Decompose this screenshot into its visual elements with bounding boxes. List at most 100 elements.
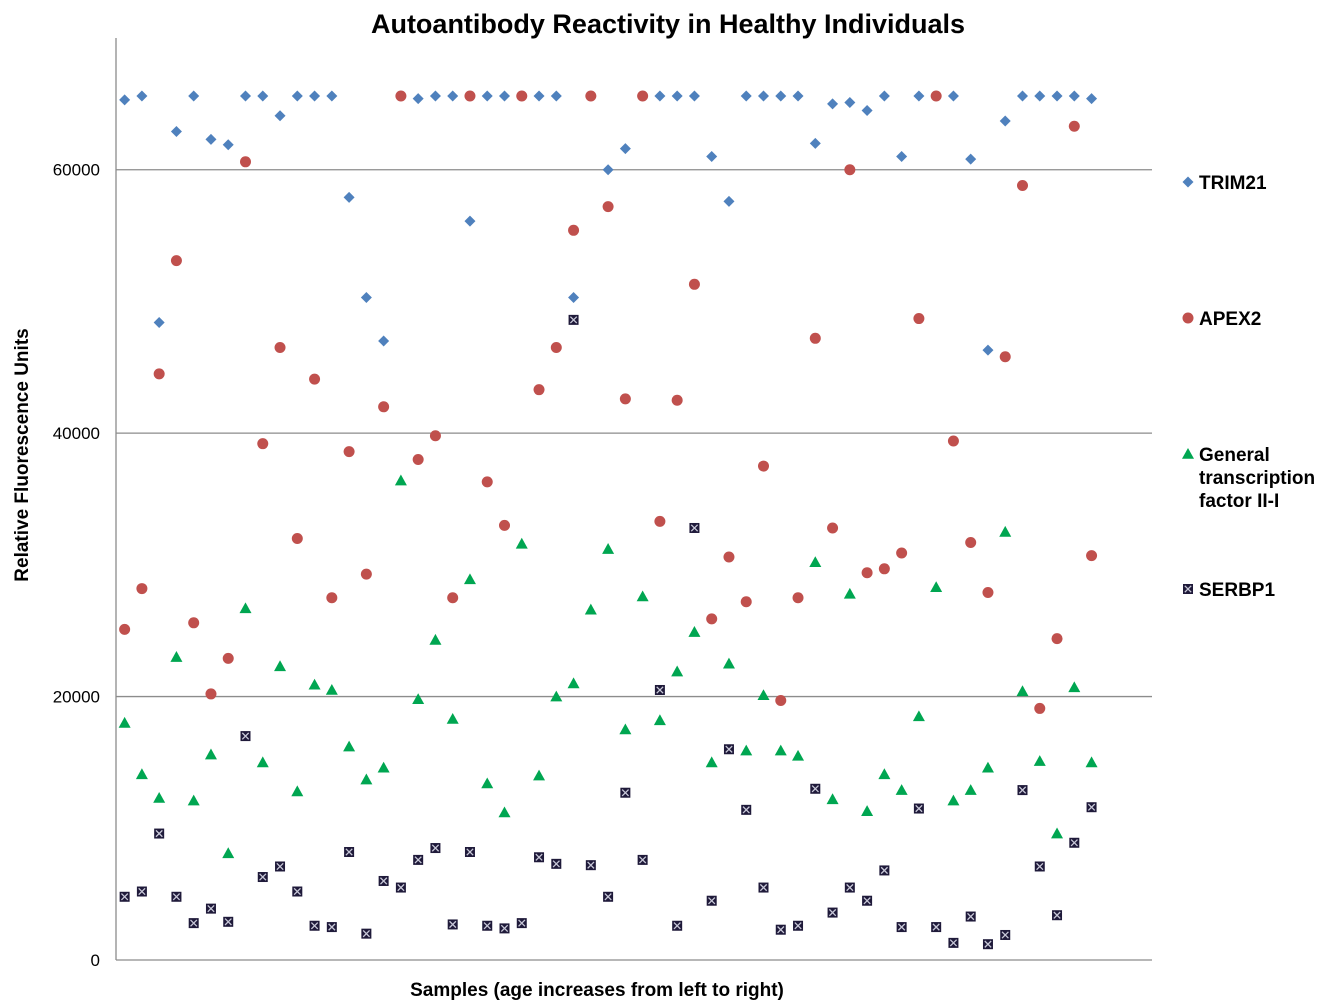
point-trim21	[550, 90, 562, 102]
point-serbp1	[240, 731, 251, 742]
point-apex2	[378, 401, 390, 413]
point-general-transcription-factor-ii-i	[636, 590, 649, 602]
point-general-transcription-factor-ii-i	[584, 603, 597, 615]
point-serbp1	[154, 828, 165, 839]
point-trim21	[464, 215, 476, 227]
point-apex2	[188, 617, 200, 629]
point-apex2	[568, 224, 580, 236]
point-apex2	[533, 384, 545, 396]
point-general-transcription-factor-ii-i	[567, 677, 580, 689]
point-apex2	[706, 613, 718, 625]
point-trim21	[758, 90, 769, 102]
point-serbp1	[292, 886, 303, 897]
point-apex2	[827, 522, 839, 534]
point-trim21	[205, 133, 217, 145]
legend-item-general-transcription-factor-ii-i: General transcription factor II-I	[1182, 445, 1315, 512]
point-serbp1	[344, 846, 355, 857]
point-apex2	[965, 536, 977, 548]
point-trim21	[965, 153, 977, 165]
point-general-transcription-factor-ii-i	[1016, 685, 1029, 697]
point-trim21	[1068, 90, 1080, 102]
point-general-transcription-factor-ii-i	[446, 712, 459, 724]
point-apex2	[153, 368, 165, 380]
legend-label: SERBP1	[1199, 580, 1275, 601]
point-apex2	[1086, 550, 1098, 562]
point-serbp1	[827, 907, 838, 918]
point-apex2	[309, 373, 321, 385]
point-general-transcription-factor-ii-i	[843, 587, 856, 599]
point-serbp1	[913, 803, 924, 814]
point-serbp1	[1017, 785, 1028, 796]
point-trim21	[499, 90, 510, 102]
point-serbp1	[499, 923, 510, 934]
point-serbp1	[672, 920, 683, 931]
point-general-transcription-factor-ii-i	[481, 777, 494, 789]
point-trim21	[844, 97, 856, 109]
point-general-transcription-factor-ii-i	[671, 665, 684, 677]
legend-label: APEX2	[1199, 309, 1261, 330]
point-general-transcription-factor-ii-i	[1051, 827, 1064, 839]
point-apex2	[809, 332, 821, 344]
point-serbp1	[965, 911, 976, 922]
point-apex2	[758, 460, 769, 472]
point-trim21	[913, 90, 925, 102]
point-serbp1	[948, 937, 959, 948]
point-general-transcription-factor-ii-i	[619, 723, 632, 735]
point-serbp1	[741, 804, 752, 815]
point-general-transcription-factor-ii-i	[809, 556, 822, 568]
point-trim21	[809, 137, 821, 149]
point-trim21	[257, 90, 269, 102]
point-apex2	[240, 156, 251, 168]
y-tick-labels: 0 20000 40000 60000	[53, 161, 100, 970]
point-trim21	[568, 291, 580, 303]
x-axis-label: Samples (age increases from left to righ…	[410, 980, 784, 1000]
point-apex2	[671, 394, 683, 406]
point-general-transcription-factor-ii-i	[861, 805, 874, 816]
point-trim21	[706, 151, 718, 163]
point-serbp1	[223, 916, 234, 927]
point-serbp1	[1069, 837, 1080, 848]
point-general-transcription-factor-ii-i	[999, 525, 1012, 537]
point-serbp1	[706, 895, 717, 906]
point-serbp1	[309, 920, 320, 931]
point-apex2	[222, 652, 234, 664]
point-trim21	[619, 143, 631, 155]
point-apex2	[999, 351, 1011, 363]
point-apex2	[516, 90, 528, 102]
point-general-transcription-factor-ii-i	[722, 657, 735, 669]
point-trim21	[481, 90, 493, 102]
y-tick-label: 0	[91, 951, 100, 970]
point-apex2	[464, 90, 476, 102]
point-serbp1	[620, 787, 631, 798]
point-serbp1	[482, 920, 493, 931]
point-general-transcription-factor-ii-i	[964, 784, 977, 795]
point-apex2	[878, 563, 890, 575]
point-serbp1	[516, 918, 527, 929]
point-trim21	[309, 90, 321, 102]
y-tick-label: 40000	[53, 424, 100, 443]
point-general-transcription-factor-ii-i	[308, 678, 321, 690]
point-trim21	[533, 90, 545, 102]
point-serbp1	[171, 891, 182, 902]
point-apex2	[550, 342, 562, 354]
point-serbp1	[136, 886, 147, 897]
point-trim21	[602, 164, 614, 176]
point-serbp1	[326, 922, 337, 933]
point-general-transcription-factor-ii-i	[895, 784, 908, 795]
point-general-transcription-factor-ii-i	[135, 768, 148, 780]
y-tick-label: 20000	[53, 688, 100, 707]
point-serbp1	[430, 843, 441, 854]
point-apex2	[602, 201, 614, 213]
point-trim21	[896, 151, 908, 163]
point-general-transcription-factor-ii-i	[826, 793, 839, 805]
point-apex2	[585, 90, 597, 102]
point-serbp1	[1034, 861, 1045, 872]
point-apex2	[1017, 180, 1028, 192]
point-apex2	[170, 255, 182, 267]
point-general-transcription-factor-ii-i	[463, 573, 476, 585]
point-apex2	[930, 90, 942, 102]
point-apex2	[136, 583, 148, 595]
point-serbp1	[568, 314, 579, 325]
point-trim21	[671, 90, 683, 102]
